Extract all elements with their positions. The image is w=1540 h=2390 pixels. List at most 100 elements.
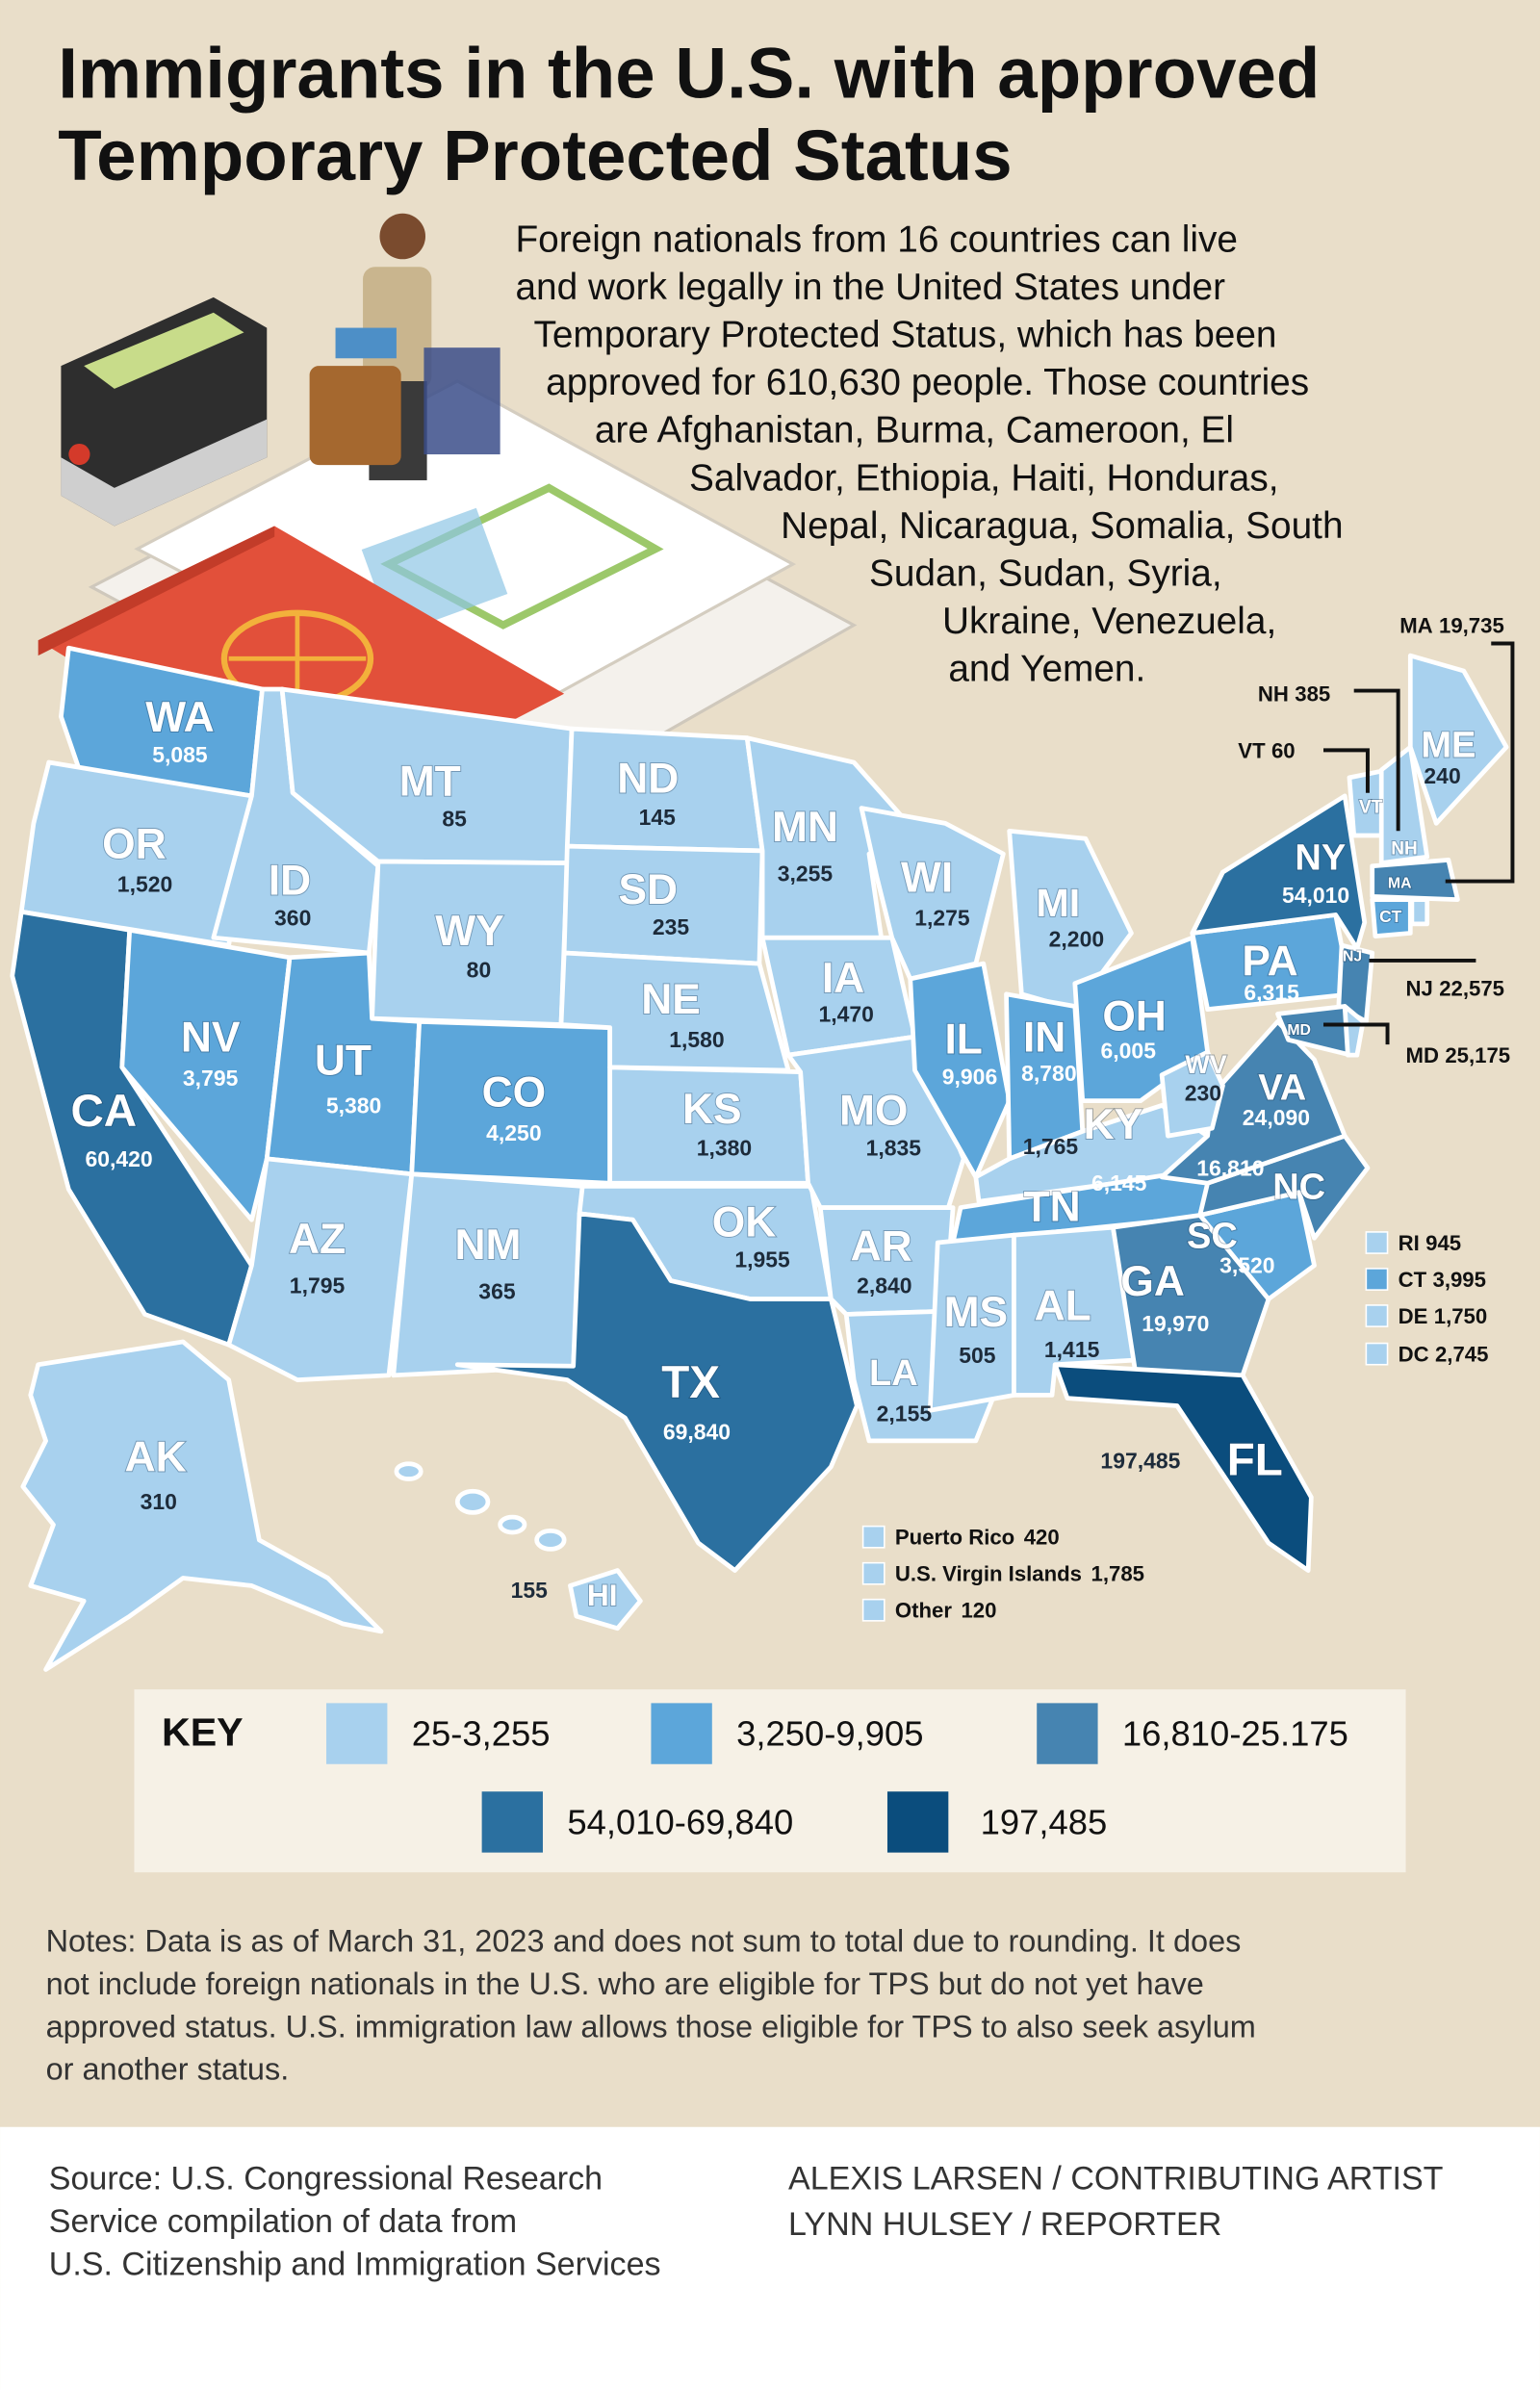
list-value: 1,750 (1434, 1304, 1487, 1328)
state-abbr: IN (1023, 1015, 1065, 1062)
state-abbr: PA (1242, 938, 1297, 985)
state (1342, 1004, 1366, 1058)
intro-line: are Afghanistan, Burma, Cameroon, El (595, 410, 1234, 451)
state-value: 6,145 (1091, 1170, 1147, 1195)
state-abbr: MN (772, 804, 838, 851)
notes-line: or another status. (46, 2052, 290, 2087)
list-label: DC 2,745 (1399, 1343, 1489, 1367)
callout-line (1323, 748, 1370, 793)
callout-value: 385 (1295, 682, 1330, 707)
intro-line: Ukraine, Venezuela, (942, 601, 1276, 642)
state-abbr: SC (1187, 1216, 1238, 1256)
state (1111, 1213, 1271, 1378)
state (119, 927, 293, 1222)
state-abbr: AZ (289, 1216, 346, 1263)
state-abbr: AL (1035, 1282, 1091, 1329)
territory-value: 1,785 (1091, 1562, 1144, 1586)
state-value: 85 (442, 807, 467, 832)
state (1336, 942, 1375, 1024)
list-label: DE 1,750 (1399, 1304, 1488, 1328)
intro-line: Salvador, Ethiopia, Haiti, Honduras, (689, 457, 1278, 499)
state-abbr: ID (269, 858, 311, 905)
state-abbr: HI (587, 1578, 618, 1612)
state-value: 9,906 (942, 1064, 997, 1089)
key-swatch (1037, 1703, 1098, 1764)
state (1370, 858, 1460, 902)
state-abbr: FL (1227, 1435, 1283, 1486)
territory-label: Other 120 (895, 1599, 997, 1623)
callout-label: MA 19,735 (1399, 613, 1504, 637)
callout-abbr: MA (1399, 613, 1432, 637)
state-abbr: ND (617, 755, 679, 802)
state-value: 2,155 (877, 1401, 933, 1426)
callout-abbr: MD (1406, 1043, 1439, 1067)
intro: Foreign nationals from 16 countries can … (515, 218, 1343, 689)
state (1370, 897, 1413, 938)
state (908, 961, 1013, 1180)
state-abbr: KS (682, 1086, 742, 1133)
key-label: 197,485 (981, 1803, 1108, 1842)
state-abbr: WA (145, 694, 214, 741)
state-value: 4,250 (486, 1120, 541, 1145)
list-value: 3,995 (1433, 1268, 1486, 1292)
state (20, 1339, 384, 1672)
state-value: 3,795 (183, 1066, 239, 1091)
state-value: 235 (653, 914, 690, 939)
source-line: Service compilation of data from (49, 2203, 517, 2240)
state-value: 1,765 (1023, 1134, 1079, 1159)
state-abbr: MT (399, 758, 461, 806)
territory-label: Puerto Rico 420 (895, 1526, 1060, 1550)
callout-value: 60 (1271, 738, 1296, 762)
list-swatch (1365, 1268, 1389, 1291)
callout-line (1323, 1022, 1390, 1045)
intro-line: approved for 610,630 people. Those count… (546, 362, 1309, 403)
state-value: 1,470 (818, 1001, 873, 1026)
state-abbr: AK (125, 1433, 187, 1480)
state-abbr: MS (944, 1289, 1009, 1336)
territory-swatch (861, 1561, 886, 1585)
state-value: 2,840 (857, 1272, 911, 1298)
state-value: 1,275 (914, 906, 970, 931)
intro-line: Foreign nationals from 16 countries can … (515, 218, 1237, 260)
state-value: 54,010 (1282, 883, 1349, 908)
territory-name: Puerto Rico (895, 1526, 1014, 1550)
state (744, 735, 917, 940)
source-line: U.S. Citizenship and Immigration Service… (49, 2246, 661, 2282)
state-value: 230 (1185, 1081, 1221, 1106)
territory-value: 420 (1024, 1526, 1060, 1550)
list-swatch (1365, 1342, 1389, 1366)
key-label: 25-3,255 (412, 1714, 551, 1754)
state-value: 19,970 (1142, 1311, 1209, 1336)
intro-line: Nepal, Nicaragua, Somalia, South (781, 505, 1343, 547)
list-abbr: DE (1399, 1304, 1428, 1328)
key-label: 54,010-69,840 (567, 1803, 793, 1842)
state-value: 1,520 (117, 872, 172, 897)
intro-line: Sudan, Sudan, Syria, (869, 553, 1222, 594)
territory-value: 120 (961, 1599, 996, 1623)
state-value: 16,810 (1196, 1155, 1264, 1180)
territory-label: U.S. Virgin Islands 1,785 (895, 1562, 1144, 1586)
state-value: 197,485 (1100, 1448, 1180, 1473)
state (1409, 897, 1430, 927)
callout-label: MD 25,175 (1406, 1043, 1511, 1067)
state-abbr: NJ (1343, 949, 1362, 965)
state-value: 24,090 (1243, 1105, 1310, 1130)
callout-value: 22,575 (1439, 976, 1504, 1000)
state-abbr: TX (661, 1357, 720, 1408)
state-abbr: GA (1120, 1258, 1185, 1305)
state (1407, 653, 1509, 826)
notes-line: not include foreign nationals in the U.S… (46, 1966, 1204, 2001)
state-abbr: NY (1295, 838, 1346, 879)
state (1378, 744, 1430, 865)
source-line: Source: U.S. Congressional Research (49, 2161, 603, 2197)
state-abbr: CO (482, 1069, 547, 1117)
credit-line: LYNN HULSEY / REPORTER (788, 2206, 1221, 2243)
callout-label: VT 60 (1238, 738, 1295, 762)
state-abbr: NM (454, 1221, 521, 1269)
state (394, 1461, 643, 1632)
state-value: 5,085 (152, 742, 208, 767)
state-value: 1,415 (1044, 1337, 1100, 1362)
key-swatch (481, 1791, 543, 1853)
